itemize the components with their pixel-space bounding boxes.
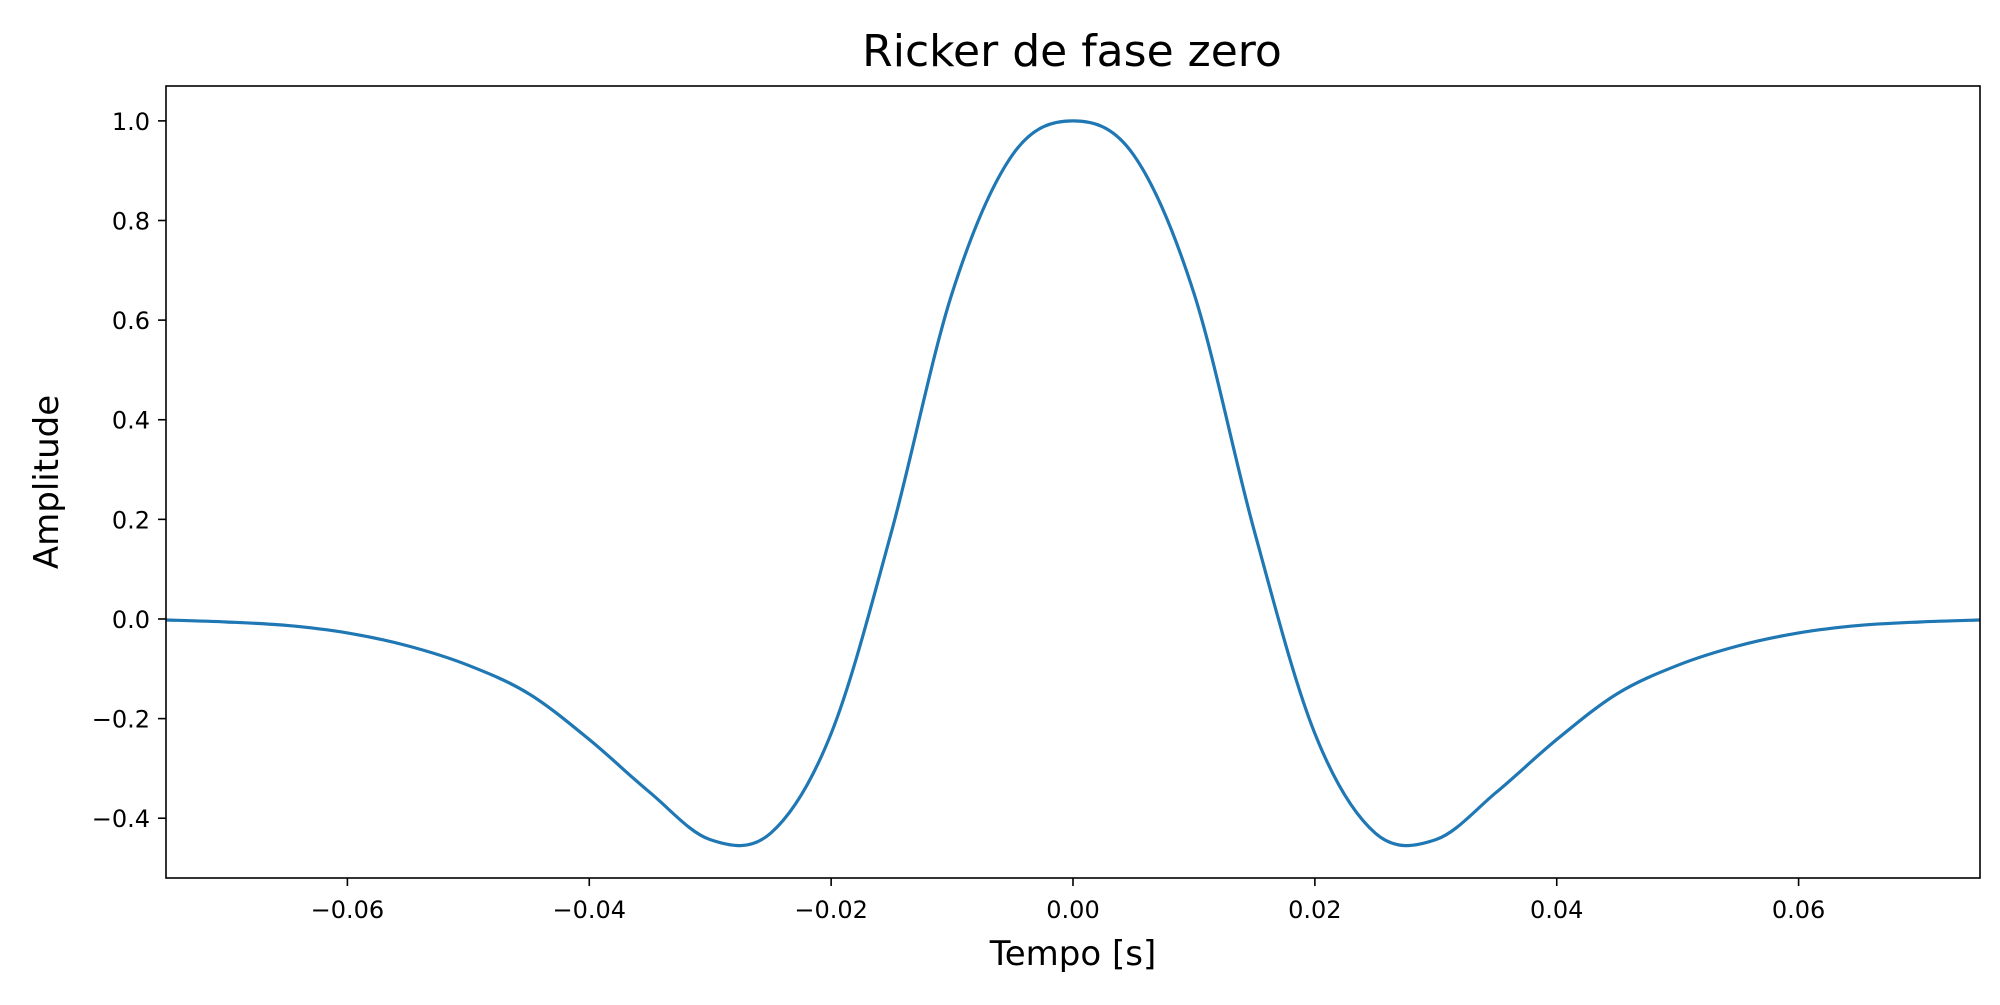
plot-area xyxy=(165,119,1981,848)
y-axis: −0.4 −0.2 0.0 0.2 0.4 0.6 0.8 1.0 xyxy=(92,108,166,833)
y-tick-label: −0.4 xyxy=(92,805,150,833)
y-tick-label: −0.2 xyxy=(92,706,150,734)
y-tick-label: 0.0 xyxy=(112,606,150,634)
x-axis-label: Tempo [s] xyxy=(989,934,1156,974)
plot-frame xyxy=(165,85,1981,879)
y-tick-label: 1.0 xyxy=(112,108,150,136)
chart-title: Ricker de fase zero xyxy=(862,26,1282,77)
x-tick-label: 0.02 xyxy=(1288,896,1341,924)
series-line-0 xyxy=(165,119,1981,848)
x-axis: −0.06 −0.04 −0.02 0.00 0.02 0.04 0.06 xyxy=(311,878,1825,924)
x-tick-label: −0.06 xyxy=(311,896,385,924)
x-tick-label: 0.06 xyxy=(1772,896,1825,924)
y-tick-label: 0.4 xyxy=(112,407,150,435)
y-tick-label: 0.8 xyxy=(112,207,150,235)
y-tick-label: 0.6 xyxy=(112,307,150,335)
x-tick-label: −0.02 xyxy=(794,896,868,924)
x-tick-label: −0.04 xyxy=(552,896,626,924)
y-tick-label: 0.2 xyxy=(112,506,150,534)
x-tick-label: 0.04 xyxy=(1530,896,1583,924)
y-axis-label: Amplitude xyxy=(27,395,67,569)
x-tick-label: 0.00 xyxy=(1046,896,1099,924)
